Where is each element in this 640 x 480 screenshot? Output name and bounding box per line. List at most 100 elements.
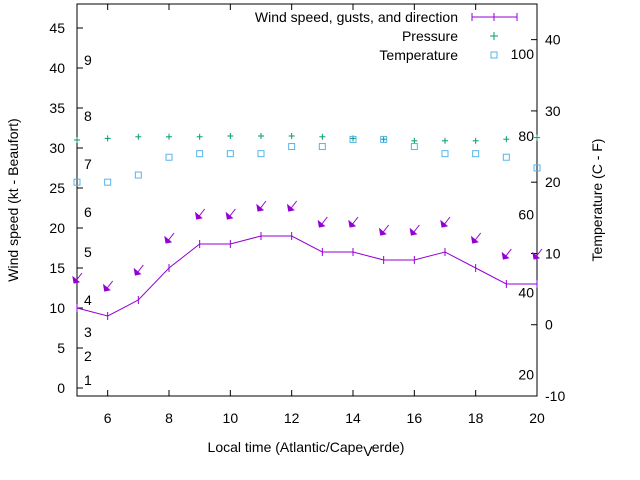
y-tick-label: 30 [49,140,65,156]
y-tick-label: 45 [49,20,65,36]
wind-gust-arrow [102,280,114,292]
pressure-point [104,135,111,142]
wind-gust-arrow [72,272,83,284]
pressure-point [288,133,295,139]
x-axis-label-part2: V [363,443,373,459]
wind-gust-arrow [286,200,298,212]
y2-tick-label: 20 [545,174,561,190]
wind-gust-arrow-head [133,267,142,276]
wind-gust-arrow [532,248,543,260]
wind-gust-arrow-head [225,211,234,220]
legend: Wind speed, gusts, and direction Pressur… [255,9,518,63]
beaufort-label: 6 [84,204,92,220]
x-tick-label: 10 [223,410,239,426]
wind-gust-arrow-head [194,211,203,220]
x-axis-label-part1: Local time (Atlantic/Cape [208,439,364,455]
fahrenheit-label: 100 [511,46,535,62]
temperature-point [73,178,81,186]
pressure-point [411,137,418,144]
wind-gust-arrow [164,232,175,244]
temperature-point [318,143,326,151]
legend-label-temperature: Temperature [379,47,458,63]
x-tick-label: 6 [104,410,112,426]
temperature-point [257,150,265,158]
x-tick-label: 16 [407,410,423,426]
temperature-point [104,178,112,186]
wind-speed-line [76,235,537,317]
pressure-point [380,136,387,143]
wind-gust-arrow-head [72,275,81,284]
pressure-point [319,133,326,140]
y-tick-label: 25 [49,180,65,196]
legend-label-wind: Wind speed, gusts, and direction [255,9,458,25]
pressure-point [442,137,448,144]
wind-gust-arrow [194,208,206,220]
wind-gust-arrow [501,248,512,260]
x-tick-label: 20 [529,410,545,426]
x-axis-label-part3: erde) [372,439,405,455]
wind-gust-arrow-head [102,283,111,292]
pressure-point [166,133,172,140]
plot-frame [76,3,538,397]
wind-gust-arrow-head [348,219,357,228]
wind-gust-arrow-head [286,203,295,212]
temperature-point [226,150,234,158]
fahrenheit-label: 80 [518,128,534,144]
pressure-point [503,136,510,143]
fahrenheit-label: 20 [518,367,534,383]
wind-gust-arrow-head [317,219,326,228]
beaufort-label: 5 [84,244,92,260]
y2-tick-label: 30 [545,103,561,119]
y-tick-label: 15 [49,260,65,276]
wind-gust-arrow [470,232,482,244]
pressure-point [472,137,479,144]
fahrenheit-label: 60 [518,206,534,222]
wind-gust-arrow [225,208,236,220]
beaufort-label: 9 [84,52,92,68]
temperature-point [502,153,510,161]
legend-mark-pressure [490,32,498,40]
y-tick-label: 10 [49,300,65,316]
y-tick-label: 0 [57,380,65,396]
beaufort-label: 8 [84,108,92,124]
temperature-point [533,164,541,172]
temperature-point [134,171,142,179]
x-tick-label: 8 [165,410,173,426]
wind-gust-arrow [256,200,267,212]
temperature-point [196,150,204,158]
temperature-point [349,135,357,143]
fahrenheit-label: 40 [518,285,534,301]
wind-gust-arrow-head [501,251,510,260]
wind-gust-arrow-head [256,203,265,212]
beaufort-label: 1 [84,372,92,388]
beaufort-label: 2 [84,348,92,364]
y2-axis-label: Temperature (C - F) [589,139,605,262]
pressure-point [227,133,234,139]
y-tick-label: 5 [57,340,65,356]
y-tick-label: 20 [49,220,65,236]
x-tick-label: 18 [468,410,484,426]
wind-gust-arrow-head [532,251,541,260]
beaufort-label: 7 [84,156,92,172]
pressure-point [534,134,540,141]
legend-mark-temperature [490,51,498,59]
y2-tick-label: -10 [545,388,565,404]
pressure-point [258,133,264,139]
y2-tick-label: 40 [545,32,561,48]
beaufort-label: 4 [84,292,92,308]
wind-gust-arrow [317,216,328,228]
temperature-point [288,143,296,151]
y-tick-label: 35 [49,100,65,116]
pressure-point [196,133,203,140]
legend-label-pressure: Pressure [402,28,458,44]
y-tick-label: 40 [49,60,65,76]
wind-gust-arrow-head [440,219,449,228]
temperature-point [165,153,173,161]
pressure-point [135,133,142,140]
wind-gust-arrow-head [470,235,479,244]
pressure-point [74,137,80,143]
wind-gust-arrow-head [378,227,387,236]
temperature-point [472,150,480,158]
temperature-point [441,150,449,158]
